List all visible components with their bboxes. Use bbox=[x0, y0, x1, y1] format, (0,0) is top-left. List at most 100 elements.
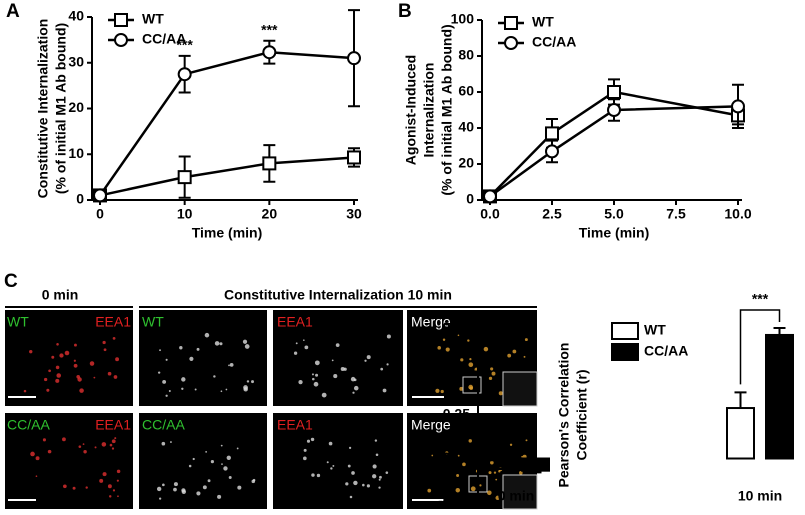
x-tick-label: 5.0 bbox=[604, 206, 624, 222]
speckle bbox=[159, 349, 161, 352]
speckle bbox=[112, 336, 116, 340]
y-axis-label: (% of initial M1 Ab bound) bbox=[53, 23, 69, 194]
speckle bbox=[64, 350, 70, 356]
speckle bbox=[165, 394, 168, 397]
speckle bbox=[181, 377, 186, 382]
speckle bbox=[486, 490, 492, 496]
speckle bbox=[46, 388, 50, 392]
y-tick-label: 100 bbox=[451, 11, 475, 27]
legend-label: CC/AA bbox=[532, 34, 576, 50]
speckle bbox=[83, 449, 87, 454]
speckle bbox=[445, 451, 449, 455]
panel-label: A bbox=[6, 1, 20, 22]
legend-label: WT bbox=[142, 11, 164, 27]
speckle bbox=[246, 380, 250, 383]
legend-label: WT bbox=[644, 322, 666, 338]
marker bbox=[347, 150, 361, 165]
speckle bbox=[469, 386, 474, 390]
speckle bbox=[456, 474, 460, 477]
speckle bbox=[251, 380, 254, 384]
speckle bbox=[470, 486, 476, 492]
speckle bbox=[343, 367, 347, 371]
speckle bbox=[181, 387, 184, 390]
y-tick-label: 0.50 bbox=[443, 362, 470, 378]
speckle bbox=[77, 377, 82, 382]
y-tick-label: 0 bbox=[466, 191, 474, 207]
speckle bbox=[303, 456, 307, 461]
bar bbox=[765, 333, 794, 460]
y-tick-label: 0 bbox=[76, 191, 84, 207]
speckle bbox=[328, 441, 333, 446]
speckle bbox=[62, 437, 66, 442]
speckle bbox=[219, 342, 223, 346]
channel-label: EEA1 bbox=[95, 314, 131, 330]
speckle bbox=[490, 460, 494, 465]
channel-label: EEA1 bbox=[277, 417, 313, 433]
speckle bbox=[523, 355, 526, 358]
series-line bbox=[489, 105, 739, 198]
speckle bbox=[495, 478, 498, 481]
x-tick-label: 30 bbox=[346, 206, 362, 222]
speckle bbox=[205, 450, 208, 453]
speckle bbox=[362, 483, 365, 487]
speckle bbox=[115, 357, 120, 362]
speckle bbox=[507, 353, 512, 358]
speckle bbox=[188, 464, 192, 468]
y-tick-label: 0.25 bbox=[443, 406, 470, 422]
speckle bbox=[378, 486, 381, 489]
x-axis-label: Time (min) bbox=[579, 225, 650, 241]
y-tick-label: 20 bbox=[68, 99, 84, 115]
speckle bbox=[162, 483, 165, 487]
speckle bbox=[493, 471, 497, 474]
speckle bbox=[196, 347, 200, 351]
micrograph bbox=[273, 310, 403, 406]
speckle bbox=[103, 348, 107, 352]
speckle bbox=[509, 443, 513, 446]
speckle bbox=[55, 378, 60, 383]
speckle bbox=[304, 345, 309, 350]
legend-label: WT bbox=[532, 14, 554, 30]
speckle bbox=[102, 472, 107, 477]
marker bbox=[93, 188, 107, 203]
speckle bbox=[107, 484, 112, 489]
speckle bbox=[332, 464, 335, 467]
speckle bbox=[51, 355, 55, 359]
channel-label: WT bbox=[7, 314, 29, 330]
x-tick-label: 10.0 bbox=[724, 206, 751, 222]
speckle bbox=[73, 363, 78, 368]
y-tick-label: 80 bbox=[458, 47, 474, 63]
speckle bbox=[457, 454, 460, 457]
speckle bbox=[512, 349, 517, 354]
speckle bbox=[29, 349, 33, 354]
y-axis-label: Agonist-Induced bbox=[403, 55, 419, 165]
speckle bbox=[375, 453, 379, 457]
speckle bbox=[55, 365, 60, 370]
significance: *** bbox=[346, 0, 363, 7]
speckle bbox=[316, 473, 321, 478]
channel-label: Merge bbox=[411, 314, 451, 330]
bar bbox=[726, 407, 755, 460]
speckle bbox=[483, 346, 489, 352]
speckle bbox=[479, 484, 482, 487]
speckle bbox=[455, 487, 461, 493]
speckle bbox=[525, 439, 528, 442]
speckle bbox=[196, 491, 201, 496]
speckle bbox=[310, 437, 315, 442]
legend-swatch bbox=[611, 343, 639, 361]
speckle bbox=[353, 480, 358, 486]
x-tick-label: 0 bbox=[96, 206, 104, 222]
speckle bbox=[352, 391, 355, 394]
speckle bbox=[366, 355, 371, 360]
marker bbox=[545, 144, 559, 159]
speckle bbox=[116, 469, 121, 474]
speckle bbox=[348, 446, 352, 449]
inset bbox=[502, 474, 538, 510]
speckle bbox=[468, 362, 474, 368]
significance-bracket bbox=[739, 309, 781, 385]
legend-marker bbox=[504, 16, 518, 30]
y-tick-label: 20 bbox=[458, 155, 474, 171]
speckle bbox=[82, 443, 85, 445]
legend-label: CC/AA bbox=[142, 31, 186, 47]
micrograph bbox=[5, 310, 133, 406]
speckle bbox=[326, 461, 329, 464]
